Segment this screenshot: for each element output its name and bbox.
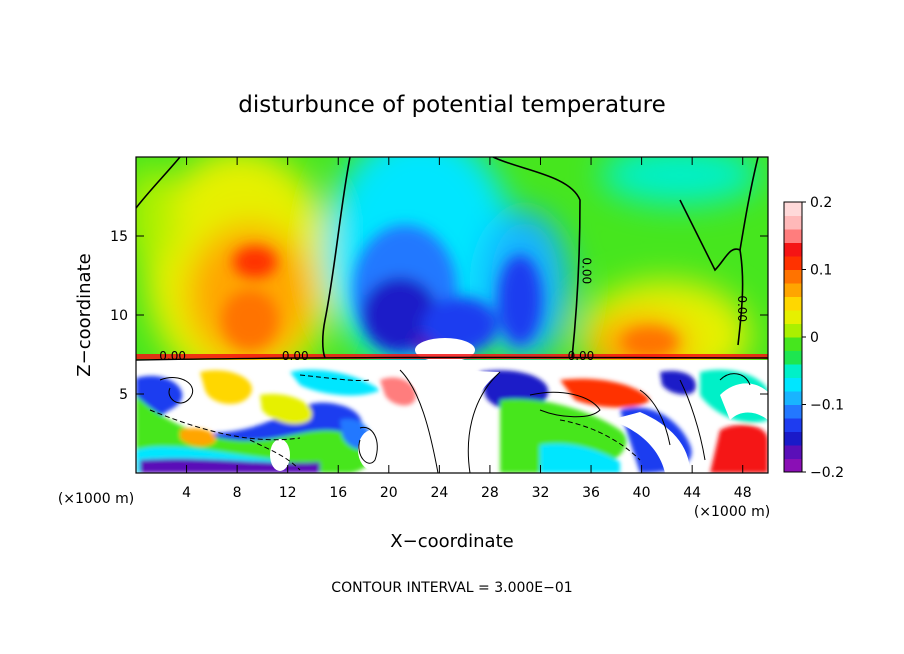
contour-label: 0.00	[159, 349, 186, 363]
x-axis: 4 8 12 16 20 24 28 32 36 40 44 48	[182, 157, 752, 501]
temperature-field	[136, 157, 768, 473]
colorbar-swatch	[784, 229, 802, 243]
colorbar-tick-label: 0	[810, 330, 819, 346]
colorbar-swatch	[784, 377, 802, 392]
y-axis: 5 10 15	[110, 229, 768, 403]
x-tick-label: 20	[380, 485, 398, 501]
contour-label: 0.00	[568, 349, 595, 363]
colorbar-swatch	[784, 418, 802, 432]
x-tick-label: 4	[182, 485, 191, 501]
y-tick-label: 5	[119, 387, 128, 403]
colorbar-swatch	[784, 296, 802, 311]
y-tick-label: 10	[110, 308, 128, 324]
x-axis-label: X−coordinate	[390, 531, 513, 552]
chart-title: disturbunce of potential temperature	[238, 92, 666, 118]
colorbar-swatch	[784, 242, 802, 257]
colorbar-swatch	[784, 391, 802, 405]
colorbar-swatch	[784, 310, 802, 324]
x-tick-label: 40	[633, 485, 651, 501]
colorbar-swatch	[784, 283, 802, 297]
colorbar-swatch	[784, 256, 802, 270]
x-tick-label: 32	[532, 485, 550, 501]
contour-label: 0.00	[282, 349, 309, 363]
y-axis-label: Z−coordinate	[74, 253, 95, 376]
contour-labels: 0.00 0.00 0.00 0.00 0.00	[159, 257, 749, 363]
colorbar-swatch	[784, 323, 802, 338]
colorbar-swatch	[784, 445, 802, 459]
colorbar-swatch	[784, 215, 802, 230]
y-tick-label: 15	[110, 229, 128, 245]
contour-label: 0.00	[735, 295, 749, 322]
x-tick-label: 44	[683, 485, 701, 501]
colorbar-swatch	[784, 350, 802, 365]
x-tick-label: 12	[279, 485, 297, 501]
colorbar-swatch	[784, 458, 802, 473]
colorbar-swatch	[784, 364, 802, 378]
x-tick-label: 24	[430, 485, 448, 501]
x-tick-label: 8	[233, 485, 242, 501]
x-tick-label: 16	[329, 485, 347, 501]
x-tick-label: 48	[734, 485, 752, 501]
contour-label: 0.00	[579, 257, 593, 284]
colorbar-swatch	[784, 431, 802, 446]
colorbar-swatch	[784, 337, 802, 351]
colorbar-tick-label: 0.2	[810, 195, 832, 211]
colorbar-tick-label: 0.1	[810, 263, 832, 279]
x-unit-label: (×1000 m)	[694, 504, 770, 520]
colorbar-swatch	[784, 269, 802, 284]
z-unit-label: (×1000 m)	[58, 491, 134, 507]
colorbar-swatch	[784, 202, 802, 216]
x-tick-label: 28	[481, 485, 499, 501]
colorbar-swatch	[784, 404, 802, 419]
colorbar-tick-label: −0.2	[810, 465, 844, 481]
contour-interval-note: CONTOUR INTERVAL = 3.000E−01	[331, 580, 572, 596]
x-tick-label: 36	[582, 485, 600, 501]
colorbar-tick-label: −0.1	[810, 398, 844, 414]
colorbar: 0.2 0.1 0 −0.1 −0.2	[783, 195, 844, 481]
